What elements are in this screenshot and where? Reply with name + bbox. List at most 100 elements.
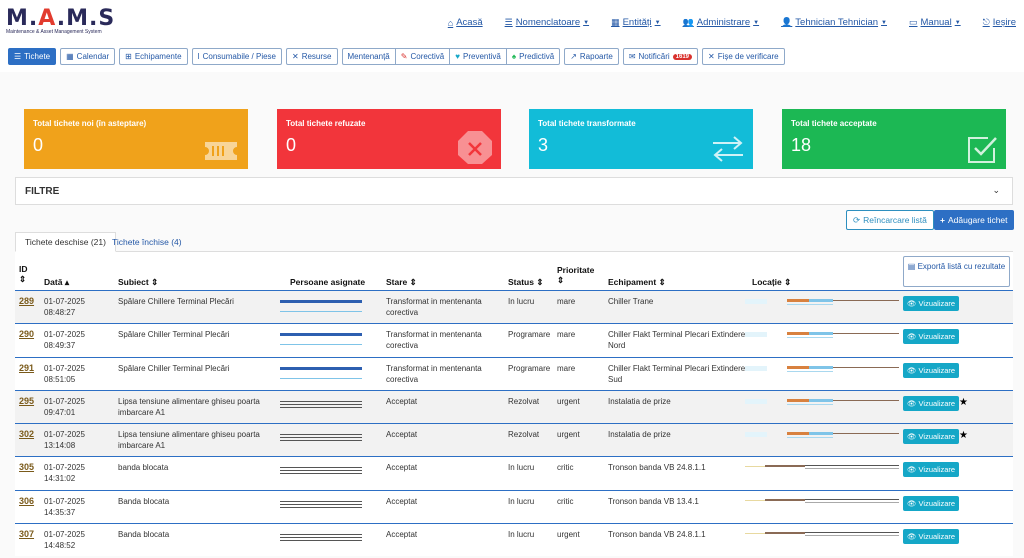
star-icon[interactable]: ★ [959, 430, 968, 442]
view-button[interactable]: 👁 Vizualizare [903, 362, 960, 378]
col-stare[interactable]: Stare ⇕ [386, 277, 417, 288]
view-label: Vizualizare [918, 532, 956, 542]
view-button[interactable]: 👁 Vizualizare [903, 296, 960, 311]
ticket-priority: critic [557, 496, 574, 506]
ticket-id-link[interactable]: 307 [19, 529, 35, 540]
ticket-stare: Acceptat [386, 529, 417, 540]
ticket-id-link[interactable]: 289 [19, 296, 35, 306]
ticket-id-link[interactable]: 306 [19, 495, 35, 506]
reload-list-button[interactable]: ⟳ Reîncarcare listă [846, 210, 934, 230]
nav-item-5[interactable]: ▭ Manual ▼ [909, 17, 961, 28]
ticket-subject: Lipsa tensiune alimentare ghiseu poarta i… [118, 429, 260, 451]
star-icon[interactable]: ★ [959, 396, 968, 408]
card-tichete-acceptate[interactable]: Total tichete acceptate 18 [782, 109, 1006, 169]
ticket-id-link[interactable]: 302 [19, 429, 35, 440]
nav-item-label: Nomenclatoare [515, 17, 581, 28]
ticket-priority: urgent [557, 430, 580, 440]
chevron-down-icon[interactable]: ⌄ [992, 185, 1000, 195]
time: 09:47:01 [44, 407, 76, 417]
tab-corectiva[interactable]: ✎ Corectivă [394, 48, 450, 65]
tab-echipamente[interactable]: ⊞ Echipamente [119, 48, 188, 65]
assigned-persons [280, 463, 362, 483]
tab-resurse[interactable]: ✕ Resurse [286, 48, 338, 65]
assigned-persons [280, 397, 362, 417]
subject-line: Lipsa tensiune alimentare ghiseu poarta [118, 430, 260, 440]
tools-icon: ✕ [292, 52, 299, 61]
stare-line: corectiva [386, 308, 419, 317]
tab-notificari[interactable]: ✉ Notificări 1619 [622, 48, 698, 65]
nav-item-0[interactable]: ⌂ Acasă [448, 17, 483, 28]
nav-item-label: Entități [622, 17, 652, 28]
stare-line: corectiva [386, 341, 419, 351]
ticket-id-link[interactable]: 290 [19, 329, 35, 340]
nav-item-1[interactable]: ☰ Nomenclatoare ▼ [505, 17, 589, 28]
col-data[interactable]: Dată ▴ [44, 277, 69, 288]
eye-icon: 👁 [907, 432, 917, 442]
nav-item-2[interactable]: ▦ Entități ▼ [611, 17, 661, 28]
filters-panel[interactable]: FILTRE ⌄ [15, 177, 1013, 205]
view-button[interactable]: 👁 Vizualizare [903, 529, 960, 545]
tab-rapoarte[interactable]: ↗ Rapoarte [564, 48, 619, 65]
ticket-id-link[interactable]: 291 [19, 362, 35, 373]
col-subiect[interactable]: Subiect ⇕ [118, 277, 158, 288]
location-path [745, 365, 900, 377]
caret-down-icon: ▼ [583, 19, 590, 26]
tickets-table: ID ⇕ Dată ▴ Subiect ⇕ Persoane asignate S… [15, 252, 1013, 557]
plus-icon: + [940, 215, 945, 225]
card-tichete-transformate[interactable]: Total tichete transformate 3 [529, 109, 753, 169]
nav-item-6[interactable]: ⎋ Ieșire [983, 17, 1016, 28]
col-prioritate[interactable]: Prioritate ⇕ [557, 265, 594, 286]
ticket-id-link[interactable]: 295 [19, 395, 35, 406]
tab-consumabile[interactable]: ǀ Consumabile / Piese [191, 48, 282, 65]
nav-item-3[interactable]: 👥 Administrare ▼ [683, 17, 760, 28]
view-button[interactable]: 👁 Vizualizare [903, 395, 960, 411]
logo[interactable]: M.A.M.S Maintenance & Asset Management S… [6, 8, 115, 36]
col-id[interactable]: ID ⇕ [19, 264, 28, 285]
location-path [745, 531, 900, 543]
card-tichete-noi[interactable]: Total tichete noi (în asteptare) 0 [24, 109, 248, 169]
export-label: Exportă listă cu rezultate [917, 262, 1006, 271]
col-echipament[interactable]: Echipament ⇕ [608, 277, 666, 288]
tab-calendar[interactable]: ▦ Calendar [60, 48, 116, 65]
ticket-status: Programare [508, 330, 551, 340]
col-status[interactable]: Status ⇕ [508, 277, 543, 288]
ticket-status: Rezolvat [508, 396, 540, 406]
table-row: 291 01-07-2025 08:51:05 Spălare Chiller Ter… [15, 356, 1013, 390]
view-label: Vizualizare [918, 498, 956, 508]
tab-fise-label: Fișe de verificare [717, 52, 779, 61]
location-path [745, 498, 900, 510]
export-list-button[interactable]: ▤ Exportă listă cu rezultate [903, 256, 1010, 287]
view-button[interactable]: 👁 Vizualizare [903, 329, 960, 345]
nav-item-4[interactable]: 👤 Tehnician Tehnician ▼ [781, 17, 887, 28]
ticket-subject: Banda blocata [118, 529, 169, 540]
col-locatie[interactable]: Locație ⇕ [752, 277, 791, 288]
tab-predictiva[interactable]: ♠ Predictivă [505, 48, 561, 65]
sort-icon: ⇕ [784, 277, 792, 287]
list-icon: ☰ [14, 52, 22, 61]
ticket-date: 01-07-2025 14:48:52 [44, 529, 85, 551]
caret-down-icon: ▼ [954, 19, 961, 26]
ticket-date: 01-07-2025 08:51:05 [44, 363, 85, 385]
date: 01-07-2025 [44, 496, 85, 506]
stare-line: Acceptat [386, 463, 418, 473]
tab-open-tickets[interactable]: Tichete deschise (21) [15, 232, 116, 252]
card-tichete-refuzate[interactable]: Total tichete refuzate 0 [277, 109, 501, 169]
view-button[interactable]: 👁 Vizualizare [903, 462, 960, 478]
sort-icon: ⇕ [19, 274, 27, 284]
tab-closed-tickets[interactable]: Tichete închise (4) [112, 237, 182, 247]
sort-icon: ⇕ [536, 277, 544, 287]
stop-icon [457, 130, 493, 166]
ticket-id-link[interactable]: 305 [19, 462, 35, 473]
tab-tichete[interactable]: ☰ Tichete [8, 48, 57, 65]
ticket-stare: Acceptat [386, 396, 417, 407]
tab-preventiva[interactable]: ♥ Preventivă [449, 48, 506, 65]
tab-fise[interactable]: ✕ Fișe de verificare [702, 48, 785, 65]
card-title: Total tichete transformate [538, 119, 636, 128]
add-ticket-button[interactable]: + Adăugare tichet [934, 210, 1014, 230]
nav-item-label: Tehnician Tehnician [795, 17, 879, 28]
ticket-date: 01-07-2025 09:47:01 [44, 396, 85, 418]
view-button[interactable]: 👁 Vizualizare [903, 495, 960, 511]
tab-mentenanta[interactable]: Mentenanță [341, 48, 395, 65]
view-button[interactable]: 👁 Vizualizare [903, 429, 960, 445]
tab-consumabile-label: Consumabile / Piese [202, 52, 276, 61]
